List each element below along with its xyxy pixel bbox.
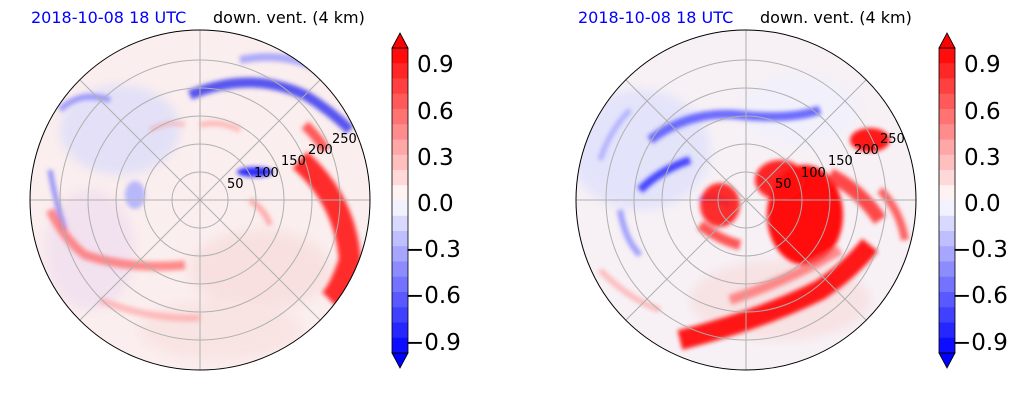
colorbar-level — [939, 292, 955, 308]
panel-left-ring-labels: 50 100 150 200 250 — [227, 132, 357, 192]
colorbar-level — [392, 124, 408, 140]
panel-right-colorbar-frame — [938, 47, 956, 354]
cbar-tick-label: 0.3 — [417, 145, 454, 171]
panel-right-boundary — [575, 29, 917, 371]
colorbar-level — [939, 78, 955, 95]
panel-right-ring-label: 50 — [775, 177, 792, 192]
panel-left: 2018-10-08 18 UTC down. vent. (4 km) — [29, 8, 461, 371]
panel-left-grid — [30, 30, 370, 370]
cbar-tick-label: 0.6 — [417, 99, 454, 125]
colorbar-level — [392, 93, 408, 110]
colorbar-level — [392, 154, 408, 171]
colorbar-level — [939, 231, 955, 247]
colorbar-level — [392, 276, 408, 293]
panel-left-colorbar-ticks: 0.9 0.6 0.3 0.0 −0.3 −0.6 −0.9 — [405, 52, 461, 356]
panel-right-ring-label: 100 — [801, 166, 826, 181]
colorbar-level — [939, 322, 955, 339]
panel-left-boundary — [29, 29, 371, 371]
cbar-tick-label: 0.3 — [964, 145, 1001, 171]
panel-right-grid — [576, 30, 916, 370]
colorbar-level — [939, 215, 955, 232]
colorbar-level — [939, 185, 955, 201]
panel-left-ring-label: 250 — [332, 132, 357, 147]
cbar-tick-label: −0.3 — [405, 237, 461, 263]
colorbar-level — [939, 276, 955, 293]
colorbar-level — [392, 63, 408, 79]
panel-left-colorbar-fill — [392, 48, 408, 354]
panel-right-colorbar-fill — [939, 48, 955, 354]
cbar-tick-label: −0.3 — [952, 237, 1008, 263]
panel-right-time: 2018-10-08 18 UTC — [578, 8, 733, 27]
colorbar-level — [392, 261, 408, 278]
panel-right-colorbar-extend-max — [938, 32, 956, 49]
panel-left-ring-label: 150 — [281, 154, 306, 169]
panel-left-time: 2018-10-08 18 UTC — [31, 8, 186, 27]
colorbar-level — [392, 48, 408, 64]
colorbar-level — [392, 200, 408, 217]
colorbar-level — [392, 109, 408, 125]
colorbar-level — [939, 200, 955, 217]
colorbar-level — [392, 185, 408, 201]
panel-left-colorbar: 0.9 0.6 0.3 0.0 −0.3 −0.6 −0.9 — [391, 32, 461, 369]
colorbar-level — [939, 63, 955, 79]
colorbar-level — [392, 337, 408, 354]
cbar-tick-label: −0.9 — [405, 330, 461, 356]
cbar-tick-label: −0.6 — [405, 283, 461, 309]
cbar-tick-label: 0.0 — [417, 191, 454, 217]
colorbar-level — [939, 48, 955, 64]
panel-left-ring-label: 200 — [308, 143, 333, 158]
colorbar-level — [392, 322, 408, 339]
panel-right-ring-label: 150 — [828, 154, 853, 169]
colorbar-level — [939, 93, 955, 110]
colorbar-level — [392, 246, 408, 262]
panel-left-colorbar-frame — [391, 47, 409, 354]
colorbar-level — [939, 139, 955, 156]
panel-left-field: down. vent. (4 km) — [213, 8, 365, 27]
panel-left-ring-label: 100 — [254, 166, 279, 181]
panel-right: 2018-10-08 18 UTC down. vent. (4 km) — [575, 8, 1008, 371]
colorbar-level — [392, 215, 408, 232]
cbar-tick-label: 0.9 — [417, 52, 454, 78]
panel-right-colorbar: 0.9 0.6 0.3 0.0 −0.3 −0.6 −0.9 — [938, 32, 1008, 369]
colorbar-level — [392, 139, 408, 156]
panel-left-colorbar-extend-max — [391, 32, 409, 49]
cbar-tick-label: −0.6 — [952, 283, 1008, 309]
cbar-tick-label: 0.6 — [964, 99, 1001, 125]
panel-right-ring-label: 200 — [854, 143, 879, 158]
colorbar-level — [939, 261, 955, 278]
colorbar-level — [939, 109, 955, 125]
colorbar-level — [392, 292, 408, 308]
colorbar-level — [939, 246, 955, 262]
panel-left-ring-label: 50 — [227, 177, 244, 192]
panel-right-field: down. vent. (4 km) — [760, 8, 912, 27]
colorbar-level — [939, 154, 955, 171]
panel-right-ring-label: 250 — [880, 132, 905, 147]
cbar-tick-label: 0.0 — [964, 191, 1001, 217]
panel-right-colorbar-ticks: 0.9 0.6 0.3 0.0 −0.3 −0.6 −0.9 — [952, 52, 1008, 356]
colorbar-level — [939, 170, 955, 186]
cbar-tick-label: −0.9 — [952, 330, 1008, 356]
colorbar-level — [392, 170, 408, 186]
colorbar-level — [939, 124, 955, 140]
cbar-tick-label: 0.9 — [964, 52, 1001, 78]
colorbar-level — [392, 231, 408, 247]
colorbar-level — [392, 78, 408, 95]
panel-right-ring-labels: 50 100 150 200 250 — [775, 132, 905, 192]
colorbar-level — [392, 307, 408, 323]
colorbar-level — [939, 307, 955, 323]
colorbar-level — [939, 337, 955, 354]
